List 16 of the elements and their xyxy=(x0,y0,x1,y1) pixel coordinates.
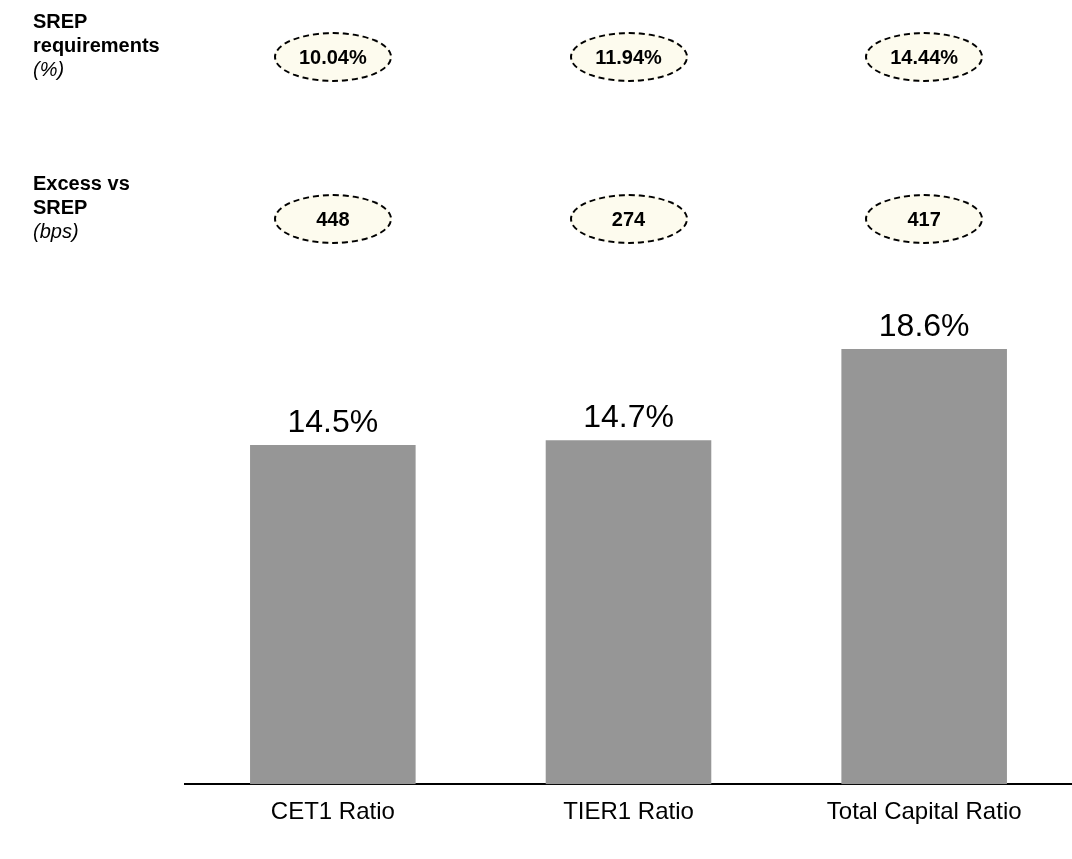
text: Excess vs SREP xyxy=(33,171,131,219)
data-label: 14.5% xyxy=(287,402,379,439)
text: SREP requirements xyxy=(33,9,161,57)
text: 274 xyxy=(611,207,646,231)
text: 14.44% xyxy=(890,45,959,69)
text: 448 xyxy=(316,207,350,231)
x-tick-label: Total Capital Ratio xyxy=(826,797,1022,825)
data-label: 14.7% xyxy=(583,398,674,435)
text: (bps) xyxy=(33,219,80,243)
text: 11.94% xyxy=(595,45,662,69)
text: 417 xyxy=(907,207,941,231)
text: (%) xyxy=(33,57,66,81)
x-tick-label: CET1 Ratio xyxy=(270,797,395,825)
text: 10.04% xyxy=(298,45,367,69)
x-tick-label: TIER1 Ratio xyxy=(563,797,694,825)
data-label: 18.6% xyxy=(878,306,970,343)
